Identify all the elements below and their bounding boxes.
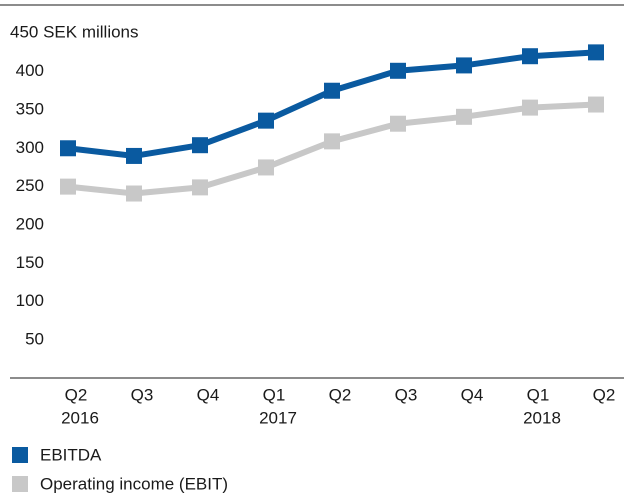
x-tick-label: Q2 [65,385,88,404]
point [258,112,274,129]
y-tick-label: 250 [16,176,44,195]
point [522,99,538,116]
x-tick-label: Q1 [263,385,286,404]
point [456,57,472,74]
x-tick-label: Q2 [329,385,352,404]
y-tick-label: 50 [25,330,44,349]
x-tick-label: Q3 [395,385,418,404]
x-group-label: 2016 [61,408,99,427]
point [522,48,538,65]
x-tick-label: Q3 [131,385,154,404]
point [324,82,340,99]
y-tick-label: 450 SEK millions [10,23,139,42]
point [390,115,406,132]
point [126,185,142,202]
point [390,62,406,79]
point [60,178,76,195]
point [324,133,340,150]
x-tick-label: Q1 [527,385,550,404]
y-tick-label: 300 [16,138,44,157]
y-tick-label: 150 [16,253,44,272]
legend-swatch [12,447,28,463]
point [258,159,274,176]
y-tick-label: 400 [16,61,44,80]
x-tick-label: Q4 [197,385,220,404]
x-group-label: 2017 [259,408,297,427]
legend-label: Operating income (EBIT) [40,474,228,493]
x-tick-label: Q4 [461,385,484,404]
legend-label: EBITDA [40,445,102,464]
point [588,44,604,61]
point [588,96,604,113]
x-group-label: 2018 [523,408,561,427]
y-tick-label: 100 [16,291,44,310]
y-tick-label: 350 [16,99,44,118]
legend-swatch [12,476,28,492]
point [192,179,208,196]
point [192,137,208,154]
point [60,140,76,157]
x-tick-label: Q2 [593,385,616,404]
point [456,108,472,125]
y-tick-label: 200 [16,214,44,233]
point [126,147,142,164]
